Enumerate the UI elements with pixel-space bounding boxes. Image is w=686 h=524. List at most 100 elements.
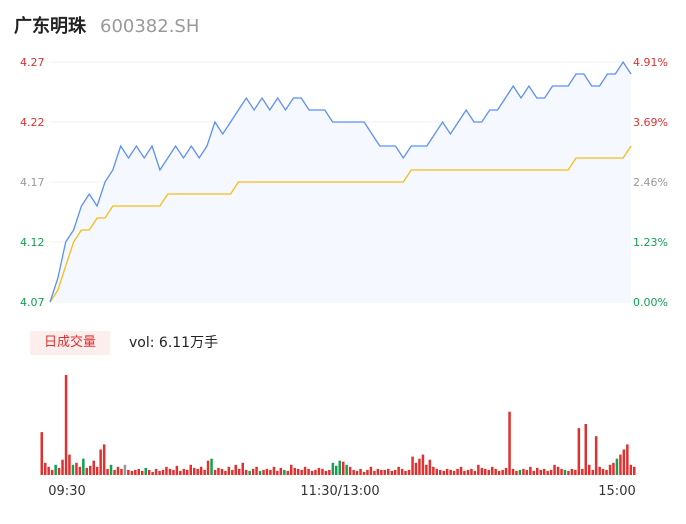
volume-bar	[456, 468, 459, 475]
volume-bar	[116, 466, 120, 475]
volume-bar	[390, 470, 393, 475]
volume-bar	[369, 466, 373, 475]
volume-bar	[504, 467, 508, 475]
volume-bar	[154, 468, 158, 475]
volume-bar	[99, 449, 102, 475]
volume-bar	[435, 468, 438, 475]
volume-bar	[317, 467, 321, 475]
volume-bar	[480, 467, 484, 475]
volume-bar	[203, 469, 206, 475]
volume-bar	[376, 468, 380, 475]
price-tick-label: 4.12	[20, 236, 45, 249]
percent-tick-label: 1.23%	[633, 236, 668, 249]
volume-bar	[338, 460, 341, 475]
volume-bar	[497, 470, 501, 475]
volume-bar	[293, 467, 296, 475]
volume-bar	[484, 468, 487, 475]
volume-bar	[44, 462, 47, 475]
volume-bar	[383, 469, 386, 475]
volume-bar	[515, 470, 518, 475]
volume-bar	[179, 470, 182, 475]
volume-bar	[141, 470, 144, 475]
volume-bar	[393, 469, 397, 475]
volume-bar	[217, 467, 220, 475]
volume-bar	[626, 444, 629, 475]
volume-bar	[95, 466, 99, 475]
volume-bar	[477, 464, 480, 475]
time-label-open: 09:30	[48, 484, 85, 499]
volume-bar	[182, 468, 186, 475]
volume-bar	[276, 470, 279, 475]
volume-bar	[345, 464, 348, 475]
volume-bar	[168, 468, 172, 475]
volume-bar	[68, 454, 71, 475]
volume-bar	[348, 466, 352, 475]
volume-bar	[418, 458, 421, 475]
volume-bar	[612, 462, 615, 475]
volume-bar	[296, 468, 300, 475]
volume-bar	[231, 469, 234, 475]
volume-bar	[290, 464, 293, 475]
volume-bar	[92, 460, 95, 475]
volume-bar	[224, 470, 227, 475]
volume-bar	[206, 460, 210, 475]
volume-bar	[137, 468, 140, 475]
volume-bar	[85, 467, 88, 475]
volume-bar	[522, 468, 525, 475]
volume-bar	[411, 456, 414, 475]
volume-bar	[556, 466, 560, 475]
volume-bar	[518, 469, 522, 475]
volume-bar	[633, 466, 636, 475]
volume-bar	[407, 469, 411, 475]
volume-bar	[529, 466, 532, 475]
volume-bar	[373, 470, 376, 475]
volume-bar	[501, 469, 504, 475]
volume-bar	[439, 469, 442, 475]
volume-bar	[532, 470, 535, 475]
percent-tick-label: 0.00%	[633, 296, 668, 309]
price-tick-label: 4.17	[20, 176, 45, 189]
volume-bar	[629, 464, 633, 475]
volume-bar	[234, 464, 237, 475]
volume-bar	[574, 469, 577, 475]
volume-bar	[536, 467, 539, 475]
volume-bar	[511, 468, 515, 475]
volume-bar	[432, 466, 435, 475]
volume-bar	[102, 444, 106, 475]
volume-bar	[615, 458, 619, 475]
volume-bar	[279, 467, 283, 475]
volume-bar	[542, 468, 546, 475]
volume-bar	[342, 461, 345, 475]
volume-bar	[89, 465, 92, 475]
volume-bar	[598, 466, 601, 475]
volume-bar	[525, 469, 529, 475]
volume-bar	[470, 468, 473, 475]
volume-bar	[57, 467, 61, 475]
volume-bar	[113, 469, 116, 475]
volume-bar	[400, 468, 404, 475]
volume-bar	[144, 467, 147, 475]
volume-bar	[300, 469, 303, 475]
volume-bar	[581, 468, 584, 475]
volume-bar	[449, 469, 452, 475]
volume-bar	[196, 468, 199, 475]
volume-bar	[40, 432, 43, 475]
volume-bar	[151, 471, 154, 475]
volume-bar	[82, 458, 85, 475]
time-label-midday: 11:30/13:00	[300, 484, 379, 499]
volume-bar	[186, 469, 189, 475]
volume-bar	[421, 454, 425, 475]
volume-bar	[567, 470, 570, 475]
volume-bar	[494, 468, 497, 475]
volume-bar	[546, 470, 549, 475]
volume-bar	[563, 469, 567, 475]
volume-bar	[570, 468, 574, 475]
time-label-close: 15:00	[598, 484, 635, 499]
volume-bar	[324, 470, 328, 475]
volume-bar	[355, 470, 359, 475]
volume-bar	[619, 454, 622, 475]
volume-bar	[165, 466, 168, 475]
volume-bar	[594, 436, 598, 475]
volume-bar	[120, 468, 123, 475]
